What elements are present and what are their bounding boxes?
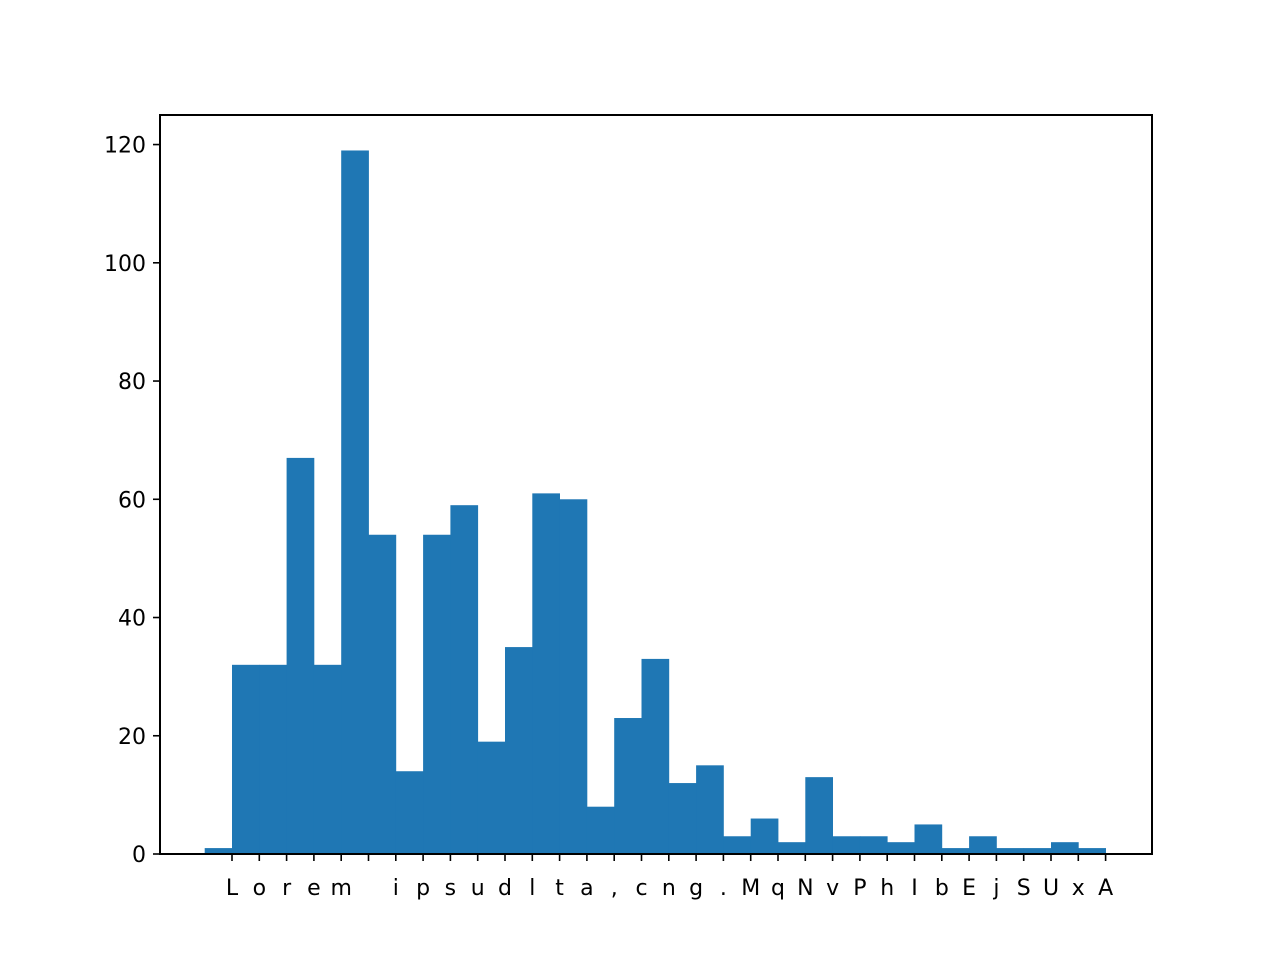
bar-21: [805, 777, 833, 854]
x-tick-label: e: [307, 876, 321, 901]
bar-8: [450, 505, 479, 854]
bar-25: [914, 824, 943, 854]
x-tick-label: m: [330, 876, 351, 901]
x-tick-label: P: [853, 876, 866, 901]
bar-10: [505, 647, 533, 854]
bar-3: [313, 664, 342, 854]
y-tick-label: 40: [118, 607, 146, 632]
x-tick-label: d: [498, 876, 512, 901]
bar-18: [723, 836, 752, 854]
x-tick-label: A: [1098, 876, 1113, 901]
bar-17: [696, 765, 724, 854]
y-tick-label: 120: [104, 134, 146, 159]
x-tick-label: i: [393, 876, 399, 901]
bar-5: [368, 534, 397, 854]
x-tick-label: S: [1017, 876, 1031, 901]
x-tick-label: j: [992, 876, 999, 901]
x-tick-label: I: [911, 876, 918, 901]
x-tick-label: U: [1043, 876, 1059, 901]
bar-31: [1078, 848, 1106, 854]
bar-6: [395, 771, 424, 854]
bar-4: [341, 150, 369, 855]
bar-12: [559, 499, 588, 854]
bar-7: [423, 534, 451, 854]
plot-frame: [159, 114, 1153, 855]
x-tick-label: l: [529, 876, 535, 901]
bar-extra-0: [204, 848, 233, 854]
bar-2: [286, 457, 315, 854]
bar-20: [778, 842, 806, 854]
bar-22: [832, 836, 861, 854]
x-tick-label: ,: [611, 876, 618, 901]
x-tick-label: n: [662, 876, 676, 901]
x-tick-label: c: [635, 876, 647, 901]
x-tick-label: v: [826, 876, 839, 901]
x-tick-label: t: [555, 876, 564, 901]
y-axis: 0 20 40 60 80 100 120: [104, 134, 160, 868]
x-tick-label: q: [771, 876, 785, 901]
x-tick-label: M: [741, 876, 760, 901]
bar-11: [532, 493, 560, 854]
x-tick-label: g: [689, 876, 703, 901]
y-tick-label: 20: [118, 725, 146, 750]
bar-29: [1023, 848, 1052, 854]
x-tick-label: b: [935, 876, 949, 901]
bar-0: [232, 664, 260, 854]
bar-19: [750, 818, 779, 854]
bar-1: [259, 664, 287, 854]
x-tick-label: h: [880, 876, 894, 901]
bar-30: [1051, 842, 1079, 854]
bars-group: [204, 150, 1106, 855]
bar-13: [586, 806, 615, 854]
y-tick-label: 60: [118, 488, 146, 513]
y-tick-label: 80: [118, 370, 146, 395]
y-tick-label: 100: [104, 252, 146, 277]
x-tick-label: E: [962, 876, 976, 901]
bar-23: [859, 836, 888, 854]
x-tick-label: s: [445, 876, 456, 901]
bar-15: [641, 658, 670, 854]
bar-16: [668, 783, 697, 854]
x-tick-label: .: [720, 876, 727, 901]
x-tick-label: L: [226, 876, 239, 901]
x-tick-label: u: [471, 876, 485, 901]
x-tick-label: r: [282, 876, 292, 901]
bar-24: [887, 842, 915, 854]
x-tick-label: N: [797, 876, 813, 901]
bar-27: [969, 836, 997, 854]
bar-9: [477, 741, 506, 854]
bar-28: [996, 848, 1025, 854]
x-tick-label: a: [580, 876, 593, 901]
x-tick-label: o: [253, 876, 266, 901]
bar-14: [614, 718, 642, 854]
x-tick-label: x: [1072, 876, 1085, 901]
y-tick-label: 0: [132, 843, 146, 868]
bar-26: [941, 848, 970, 854]
x-tick-label: p: [416, 876, 430, 901]
